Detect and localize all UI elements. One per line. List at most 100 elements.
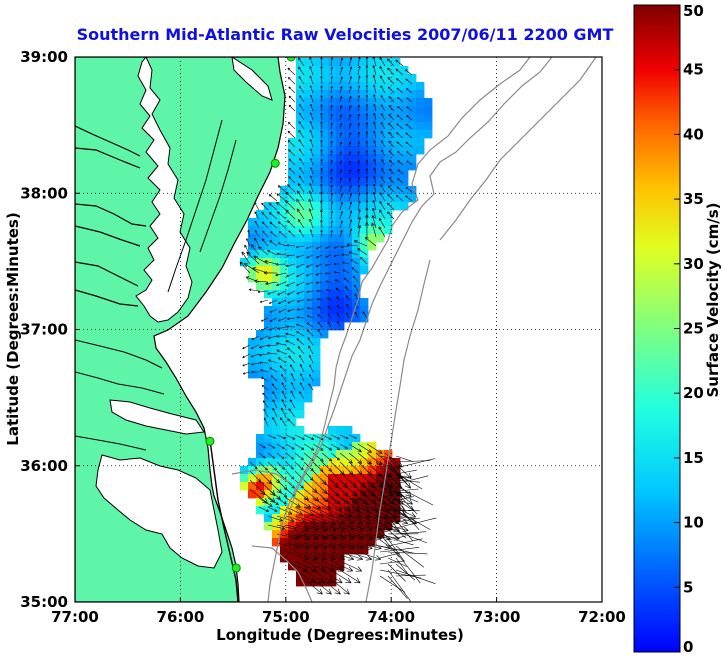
velocity-cell — [296, 554, 305, 563]
velocity-vector — [275, 272, 287, 277]
velocity-vector — [264, 260, 278, 265]
velocity-vector — [339, 169, 342, 175]
map-plot-area — [75, 57, 602, 602]
velocity-cell — [344, 274, 353, 283]
velocity-vector — [299, 85, 305, 94]
velocity-cell — [344, 266, 353, 275]
velocity-cell — [312, 258, 321, 267]
velocity-cell — [272, 418, 281, 427]
velocity-vector — [253, 255, 269, 265]
velocity-cell — [376, 178, 385, 187]
velocity-vector — [294, 551, 319, 561]
velocity-cell — [304, 498, 313, 507]
velocity-vector — [277, 242, 287, 247]
velocity-vector — [320, 149, 323, 157]
velocity-cell — [312, 354, 321, 363]
velocity-cell — [400, 194, 409, 203]
velocity-cell — [336, 74, 345, 83]
velocity-cell — [376, 210, 385, 219]
velocity-cell — [304, 226, 313, 235]
velocity-cell — [312, 530, 321, 539]
velocity-vector — [330, 434, 341, 440]
velocity-vector — [286, 254, 296, 257]
velocity-vector — [296, 198, 305, 211]
velocity-cell — [288, 242, 297, 251]
velocity-vector — [269, 317, 278, 322]
velocity-cell — [304, 282, 313, 291]
velocity-vector — [397, 106, 404, 112]
velocity-cell — [352, 442, 361, 451]
velocity-cell — [344, 458, 353, 467]
velocity-cell — [272, 490, 281, 499]
velocity-cell — [368, 178, 377, 187]
velocity-cell — [248, 234, 257, 243]
velocity-vector — [396, 132, 404, 139]
velocity-vector — [336, 296, 341, 301]
velocity-vector — [330, 210, 334, 220]
velocity-cell — [288, 346, 297, 355]
velocity-vector — [320, 104, 323, 112]
velocity-cell — [304, 258, 313, 267]
velocity-cell — [336, 466, 345, 475]
velocity-cell — [304, 74, 313, 83]
velocity-vector — [379, 479, 398, 497]
velocity-cell — [280, 546, 289, 555]
velocity-cell — [304, 162, 313, 171]
velocity-vector — [312, 551, 337, 561]
velocity-vector — [269, 221, 278, 229]
velocity-vector — [285, 461, 294, 470]
velocity-cell — [272, 514, 281, 523]
velocity-vector — [276, 342, 287, 346]
velocity-cell — [424, 130, 433, 139]
velocity-vector — [330, 488, 350, 505]
velocity-vector — [248, 288, 260, 292]
velocity-vector — [387, 575, 408, 599]
velocity-cell — [424, 106, 433, 115]
velocity-vector — [373, 183, 377, 193]
velocity-vector — [387, 569, 412, 602]
velocity-cell — [336, 506, 345, 515]
velocity-vector — [387, 473, 409, 478]
velocity-cell — [336, 282, 345, 291]
velocity-vector — [320, 158, 323, 166]
velocity-cell — [352, 530, 361, 539]
velocity-cell — [320, 242, 329, 251]
velocity-cell — [384, 170, 393, 179]
velocity-vector — [277, 221, 287, 229]
velocity-cell — [360, 106, 369, 115]
velocity-cell — [328, 514, 337, 523]
velocity-cell — [344, 514, 353, 523]
velocity-vector — [330, 533, 355, 541]
velocity-vector — [278, 317, 287, 322]
velocity-cell — [344, 306, 353, 315]
velocity-cell — [336, 146, 345, 155]
velocity-cell — [376, 106, 385, 115]
velocity-vector — [262, 400, 269, 409]
velocity-cell — [368, 186, 377, 195]
velocity-vector — [380, 140, 386, 148]
velocity-cell — [272, 434, 281, 443]
velocity-cell — [248, 482, 257, 491]
velocity-vector — [309, 354, 314, 364]
velocity-cell — [256, 218, 265, 227]
velocity-vector — [348, 169, 351, 175]
velocity-vector — [357, 443, 372, 453]
velocity-cell — [280, 314, 289, 323]
velocity-vector — [287, 308, 296, 312]
velocity-vector — [310, 103, 314, 112]
velocity-vector — [327, 305, 332, 310]
velocity-vector — [395, 574, 426, 577]
velocity-vector — [277, 357, 287, 364]
velocity-cell — [296, 426, 305, 435]
velocity-cell — [312, 234, 321, 243]
velocity-cell — [400, 186, 409, 195]
velocity-cell — [256, 266, 265, 275]
velocity-vector — [387, 476, 412, 481]
velocity-cell — [304, 394, 313, 403]
velocity-vector — [330, 66, 334, 76]
velocity-vector — [244, 244, 251, 256]
velocity-vector — [357, 85, 361, 94]
velocity-vector — [339, 151, 342, 157]
velocity-vector — [285, 470, 295, 480]
velocity-vector — [315, 263, 323, 267]
